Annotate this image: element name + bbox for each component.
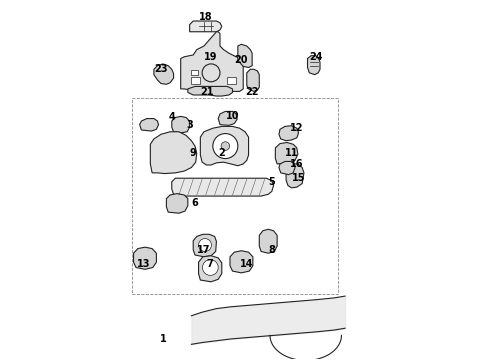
Circle shape bbox=[213, 134, 238, 158]
Text: 3: 3 bbox=[186, 120, 193, 130]
Text: 12: 12 bbox=[290, 123, 303, 133]
Polygon shape bbox=[200, 126, 248, 166]
Polygon shape bbox=[167, 194, 188, 213]
Polygon shape bbox=[188, 86, 232, 96]
Circle shape bbox=[202, 260, 218, 275]
Polygon shape bbox=[140, 118, 159, 131]
Polygon shape bbox=[308, 56, 320, 75]
Text: 19: 19 bbox=[204, 52, 218, 62]
Text: 24: 24 bbox=[310, 52, 323, 62]
FancyBboxPatch shape bbox=[192, 70, 198, 75]
Polygon shape bbox=[230, 251, 253, 273]
Text: 20: 20 bbox=[235, 55, 248, 65]
Polygon shape bbox=[198, 256, 222, 282]
Circle shape bbox=[198, 239, 211, 251]
Polygon shape bbox=[247, 69, 259, 91]
Polygon shape bbox=[218, 111, 237, 125]
Text: 16: 16 bbox=[290, 159, 303, 169]
Polygon shape bbox=[238, 44, 252, 67]
Text: 7: 7 bbox=[206, 259, 213, 269]
Polygon shape bbox=[190, 21, 222, 32]
Text: 8: 8 bbox=[269, 245, 275, 255]
Text: 15: 15 bbox=[292, 173, 305, 183]
FancyBboxPatch shape bbox=[227, 77, 236, 84]
Polygon shape bbox=[286, 164, 304, 188]
Polygon shape bbox=[181, 32, 243, 91]
Text: 9: 9 bbox=[190, 148, 196, 158]
Polygon shape bbox=[134, 247, 156, 269]
Polygon shape bbox=[154, 64, 173, 84]
Text: 4: 4 bbox=[169, 112, 175, 122]
Polygon shape bbox=[275, 143, 298, 164]
Circle shape bbox=[221, 142, 230, 150]
Text: 10: 10 bbox=[226, 111, 239, 121]
Text: 5: 5 bbox=[269, 177, 275, 187]
Text: 14: 14 bbox=[240, 259, 253, 269]
Polygon shape bbox=[279, 161, 295, 175]
Text: 11: 11 bbox=[285, 148, 298, 158]
Text: 13: 13 bbox=[136, 259, 150, 269]
Text: 6: 6 bbox=[192, 198, 198, 208]
Text: 22: 22 bbox=[245, 87, 259, 98]
Polygon shape bbox=[172, 116, 190, 133]
Polygon shape bbox=[279, 126, 298, 141]
Polygon shape bbox=[259, 229, 277, 253]
Text: 2: 2 bbox=[219, 148, 225, 158]
FancyBboxPatch shape bbox=[192, 77, 200, 84]
Text: 23: 23 bbox=[154, 64, 168, 74]
Text: 1: 1 bbox=[159, 334, 166, 344]
Text: 17: 17 bbox=[197, 245, 211, 255]
Polygon shape bbox=[193, 234, 217, 257]
Text: 18: 18 bbox=[199, 13, 213, 22]
Text: 21: 21 bbox=[201, 87, 214, 98]
Polygon shape bbox=[150, 132, 197, 174]
Polygon shape bbox=[172, 178, 273, 196]
